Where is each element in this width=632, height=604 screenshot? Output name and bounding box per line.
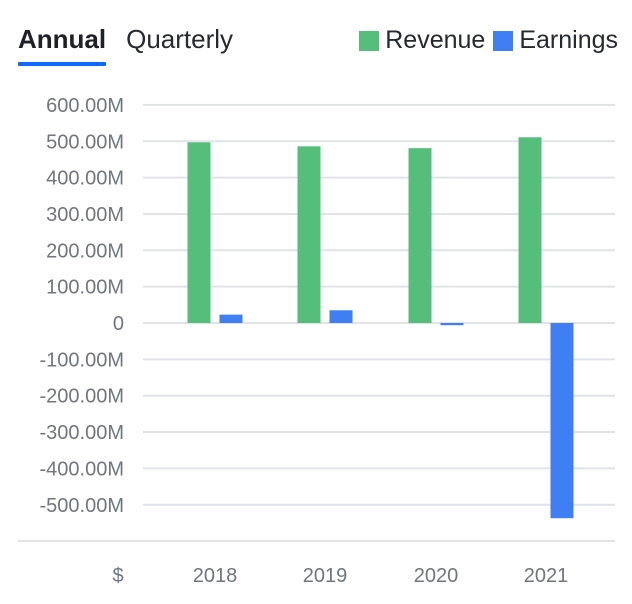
bar-revenue-2021[interactable] (518, 137, 542, 323)
y-tick-label: 100.00M (46, 277, 124, 299)
x-axis-ticks: 2018 2019 2020 2021 (193, 565, 569, 587)
bar-earnings-2021[interactable] (550, 323, 574, 519)
legend-item-earnings[interactable]: Earnings (493, 26, 618, 55)
currency-label: $ (112, 565, 123, 587)
legend-label-revenue: Revenue (385, 26, 486, 54)
y-axis-ticks: 600.00M 500.00M 400.00M 300.00M 200.00M 100.0… (40, 95, 125, 517)
y-tick-label: 600.00M (46, 95, 124, 117)
y-tick-label: -100.00M (40, 349, 125, 371)
x-tick-label: 2020 (414, 565, 459, 587)
x-tick-label: 2021 (524, 565, 569, 587)
tab-quarterly[interactable]: Quarterly (126, 24, 234, 54)
bar-revenue-2019[interactable] (297, 146, 321, 323)
bar-earnings-2019[interactable] (329, 310, 353, 323)
bar-revenue-2020[interactable] (408, 148, 432, 323)
y-tick-label: -500.00M (40, 495, 125, 517)
bar-earnings-2020[interactable] (440, 323, 464, 326)
legend-item-revenue[interactable]: Revenue (359, 26, 485, 55)
y-tick-label: 200.00M (46, 240, 124, 262)
legend-label-earnings: Earnings (519, 26, 618, 54)
bar-earnings-2018[interactable] (219, 314, 243, 323)
chart-legend: Revenue Earnings (359, 26, 618, 55)
y-tick-label: 400.00M (46, 168, 124, 190)
y-tick-label: -200.00M (40, 386, 125, 408)
y-tick-label: -400.00M (40, 458, 125, 480)
y-tick-label: 0 (113, 313, 124, 335)
bar-revenue-2018[interactable] (187, 142, 211, 323)
x-tick-label: 2018 (193, 565, 238, 587)
x-tick-label: 2019 (303, 565, 348, 587)
period-tabs: Annual Quarterly (18, 22, 234, 66)
y-tick-label: -300.00M (40, 422, 125, 444)
legend-swatch-revenue (359, 30, 380, 51)
bars (187, 137, 574, 519)
y-tick-label: 300.00M (46, 204, 124, 226)
legend-swatch-earnings (493, 30, 514, 51)
y-tick-label: 500.00M (46, 131, 124, 153)
tab-annual[interactable]: Annual (18, 22, 107, 66)
